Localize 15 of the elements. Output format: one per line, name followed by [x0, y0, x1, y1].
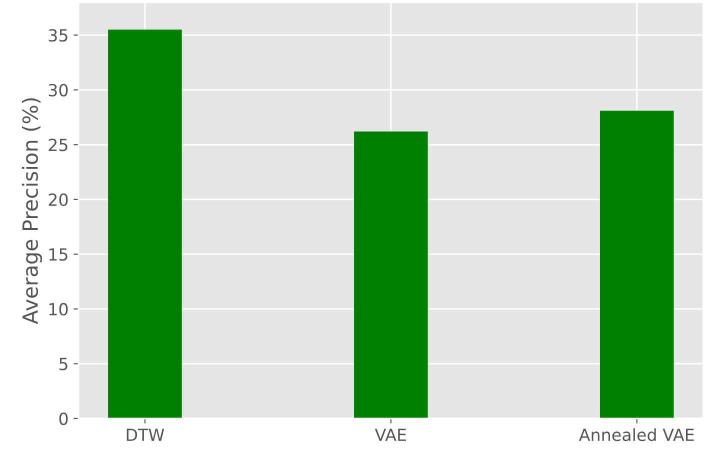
y-tick-label: 15: [49, 248, 68, 261]
x-tick-label: Annealed VAE: [578, 428, 694, 442]
y-tick-label: 10: [49, 302, 68, 316]
y-tick-label: 25: [48, 138, 68, 152]
x-tick-label: DTW: [126, 428, 164, 441]
y-tick-label: 30: [48, 84, 68, 96]
bar: [354, 132, 428, 418]
y-tick-label: 0: [59, 412, 68, 426]
bar: [108, 30, 182, 418]
y-tick-label: 20: [48, 193, 68, 206]
y-axis-title: Average Precision (%): [22, 98, 42, 324]
y-tick-label: 5: [60, 358, 68, 370]
y-tick-label: 35: [48, 29, 68, 42]
bar: [600, 110, 674, 418]
x-tick-label: VAE: [374, 428, 406, 441]
